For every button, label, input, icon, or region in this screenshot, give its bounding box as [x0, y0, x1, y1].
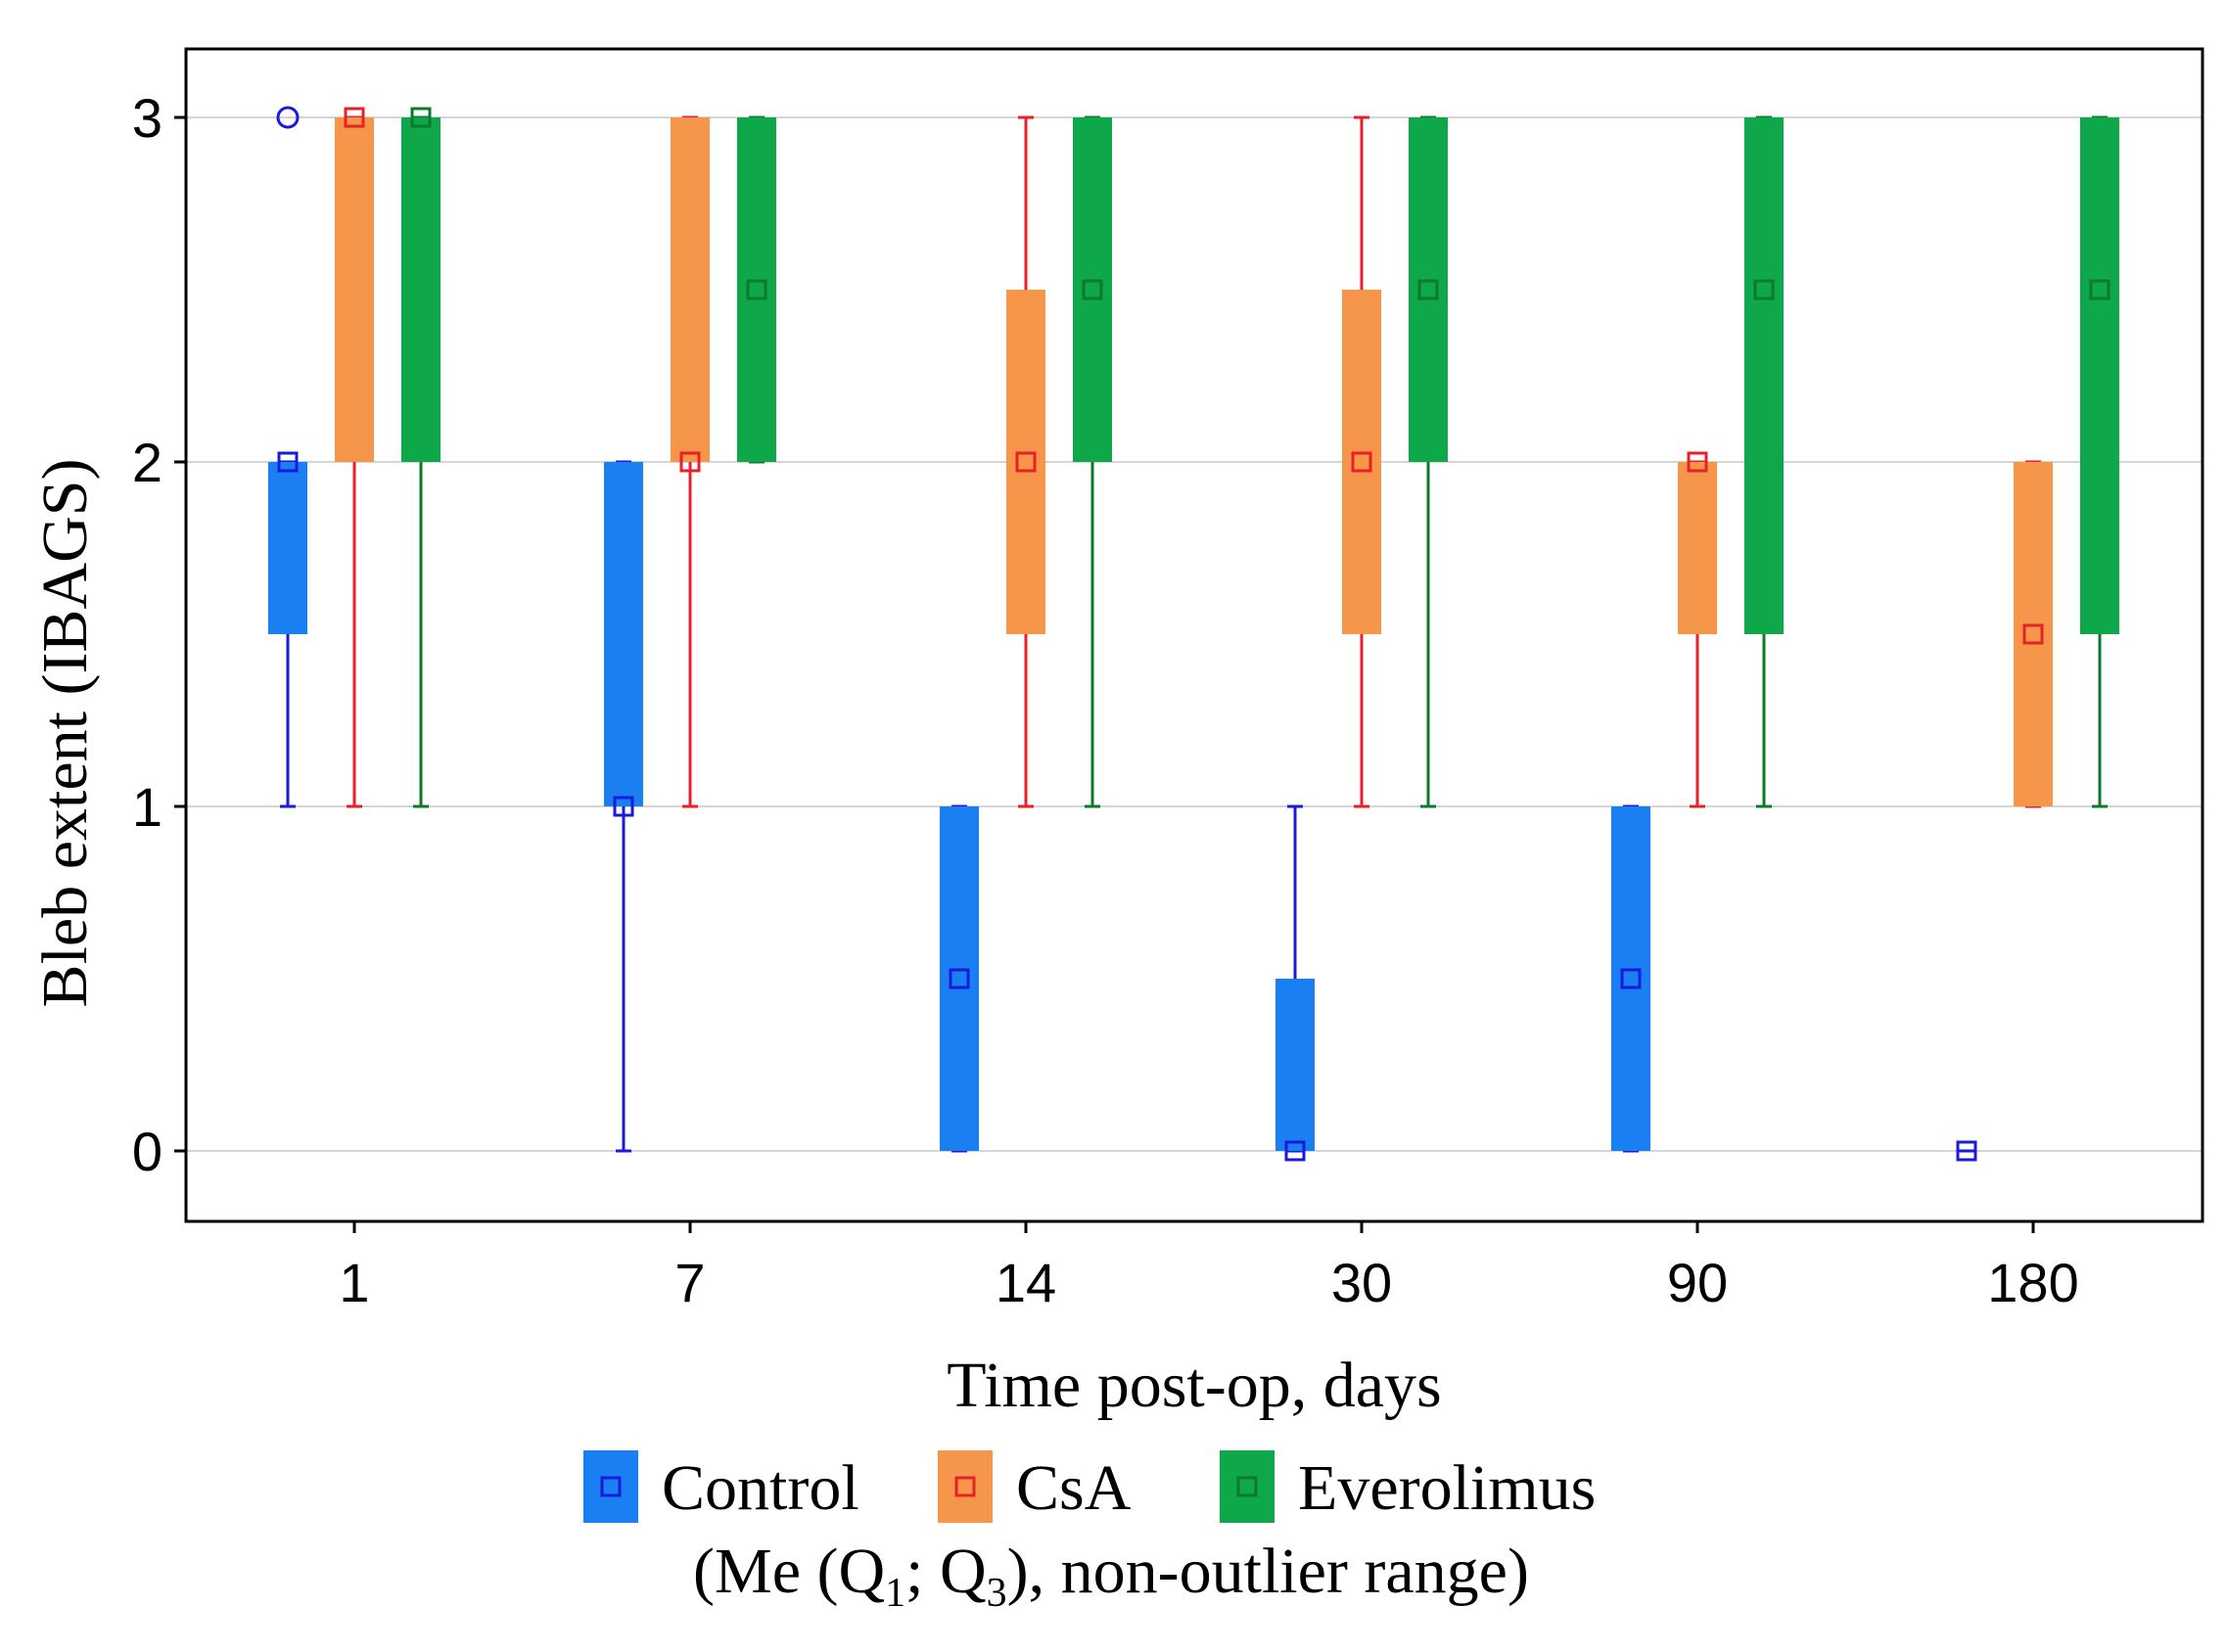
box-iqr: [940, 806, 979, 1151]
legend-note-sub3: 3: [987, 1571, 1007, 1616]
legend-marker: [1236, 1476, 1258, 1497]
median-marker: [746, 279, 767, 300]
median-marker: [1082, 279, 1103, 300]
x-tick-label: 180: [1987, 1252, 2078, 1313]
median-marker: [277, 451, 299, 473]
legend-note: (Me (Q1; Q3), non-outlier range): [693, 1536, 1529, 1616]
median-marker: [1753, 279, 1775, 300]
x-tick-label: 30: [1331, 1252, 1392, 1313]
legend-note-prefix: (Me (Q: [693, 1536, 885, 1607]
legend-swatch: [1220, 1450, 1275, 1523]
box-iqr: [1678, 462, 1717, 634]
box-series: [268, 106, 2119, 1162]
box-iqr: [1073, 117, 1112, 462]
box-iqr: [401, 117, 441, 462]
median-marker: [1351, 451, 1372, 473]
box-iqr: [1611, 806, 1650, 1151]
series-control: [268, 106, 1977, 1162]
box-iqr: [671, 117, 710, 462]
y-tick-label: 3: [132, 87, 162, 149]
box-iqr: [2014, 462, 2053, 806]
box-iqr: [268, 462, 307, 634]
legend-note-sub1: 1: [885, 1571, 905, 1616]
legend-note-mid: ; Q: [905, 1536, 987, 1607]
median-marker: [1015, 451, 1037, 473]
box-iqr: [1006, 290, 1045, 634]
y-axis-label: Bleb extent (IBAGS): [29, 459, 101, 1008]
median-marker: [344, 107, 365, 128]
box-iqr: [1342, 290, 1381, 634]
legend-item-control: Control: [583, 1450, 859, 1524]
median-marker: [949, 968, 970, 989]
median-marker: [2089, 279, 2110, 300]
legend-label: Everolimus: [1298, 1452, 1596, 1524]
legend-marker: [600, 1476, 622, 1497]
legend-note-suffix: ), non-outlier range): [1007, 1536, 1529, 1607]
box-iqr: [1275, 979, 1315, 1151]
x-tick-label: 1: [339, 1252, 369, 1313]
box-iqr: [2080, 117, 2119, 634]
y-tick-label: 0: [132, 1121, 162, 1182]
y-tick-label: 2: [132, 432, 162, 493]
axes: 0 1 2 3 1 7 14 30 90 180: [132, 87, 2079, 1313]
box-iqr: [1409, 117, 1448, 462]
legend-label: CsA: [1016, 1452, 1132, 1524]
legend: Control CsA Everolimus: [583, 1450, 1596, 1524]
median-marker: [2022, 623, 2044, 645]
box-iqr: [335, 117, 374, 462]
median-marker: [410, 107, 432, 128]
x-tick-label: 7: [674, 1252, 705, 1313]
median-marker: [679, 451, 701, 473]
series-csa: [335, 107, 2053, 808]
legend-label: Control: [662, 1452, 859, 1524]
x-tick-label: 14: [996, 1252, 1056, 1313]
legend-swatch: [583, 1450, 638, 1523]
median-marker: [1620, 968, 1642, 989]
box-iqr: [604, 462, 643, 806]
outlier-point: [276, 106, 300, 129]
legend-item-everolimus: Everolimus: [1220, 1450, 1596, 1524]
gridlines: [186, 116, 2203, 1152]
box-iqr: [737, 117, 776, 462]
median-marker: [1417, 279, 1439, 300]
median-marker: [1284, 1140, 1306, 1162]
x-tick-label: 90: [1667, 1252, 1728, 1313]
median-marker: [613, 796, 634, 817]
median-marker: [1956, 1140, 1977, 1162]
legend-item-csa: CsA: [938, 1450, 1132, 1524]
y-tick-label: 1: [132, 776, 162, 838]
median-marker: [1687, 451, 1708, 473]
x-axis-label: Time post-op, days: [947, 1350, 1441, 1421]
legend-marker: [954, 1476, 976, 1497]
legend-swatch: [938, 1450, 993, 1523]
series-everolimus: [401, 107, 2119, 808]
plot-frame: [184, 47, 2204, 1223]
box-iqr: [1744, 117, 1784, 634]
